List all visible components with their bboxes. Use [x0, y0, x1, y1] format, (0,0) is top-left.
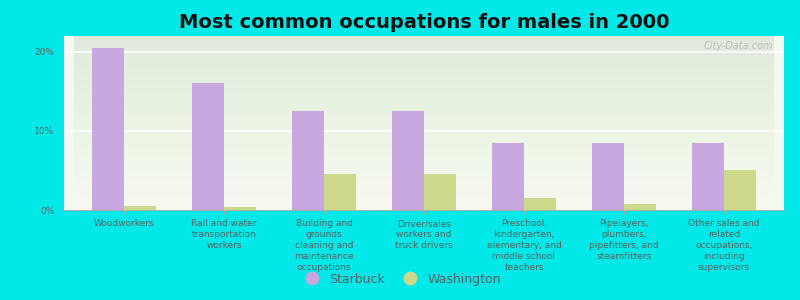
Legend: Starbuck, Washington: Starbuck, Washington — [294, 268, 506, 291]
Bar — [292, 111, 324, 210]
Bar — [592, 143, 624, 210]
Bar — [392, 111, 424, 210]
Title: Most common occupations for males in 2000: Most common occupations for males in 200… — [178, 13, 670, 32]
Bar — [724, 170, 756, 210]
Bar — [524, 198, 556, 210]
Bar — [424, 174, 456, 210]
Bar — [324, 174, 356, 210]
Bar — [124, 206, 156, 210]
Bar — [624, 204, 656, 210]
Bar — [192, 83, 224, 210]
Text: City-Data.com: City-Data.com — [703, 41, 773, 51]
Bar — [492, 143, 524, 210]
Bar — [692, 143, 724, 210]
Bar — [224, 207, 256, 210]
Bar — [92, 48, 124, 210]
